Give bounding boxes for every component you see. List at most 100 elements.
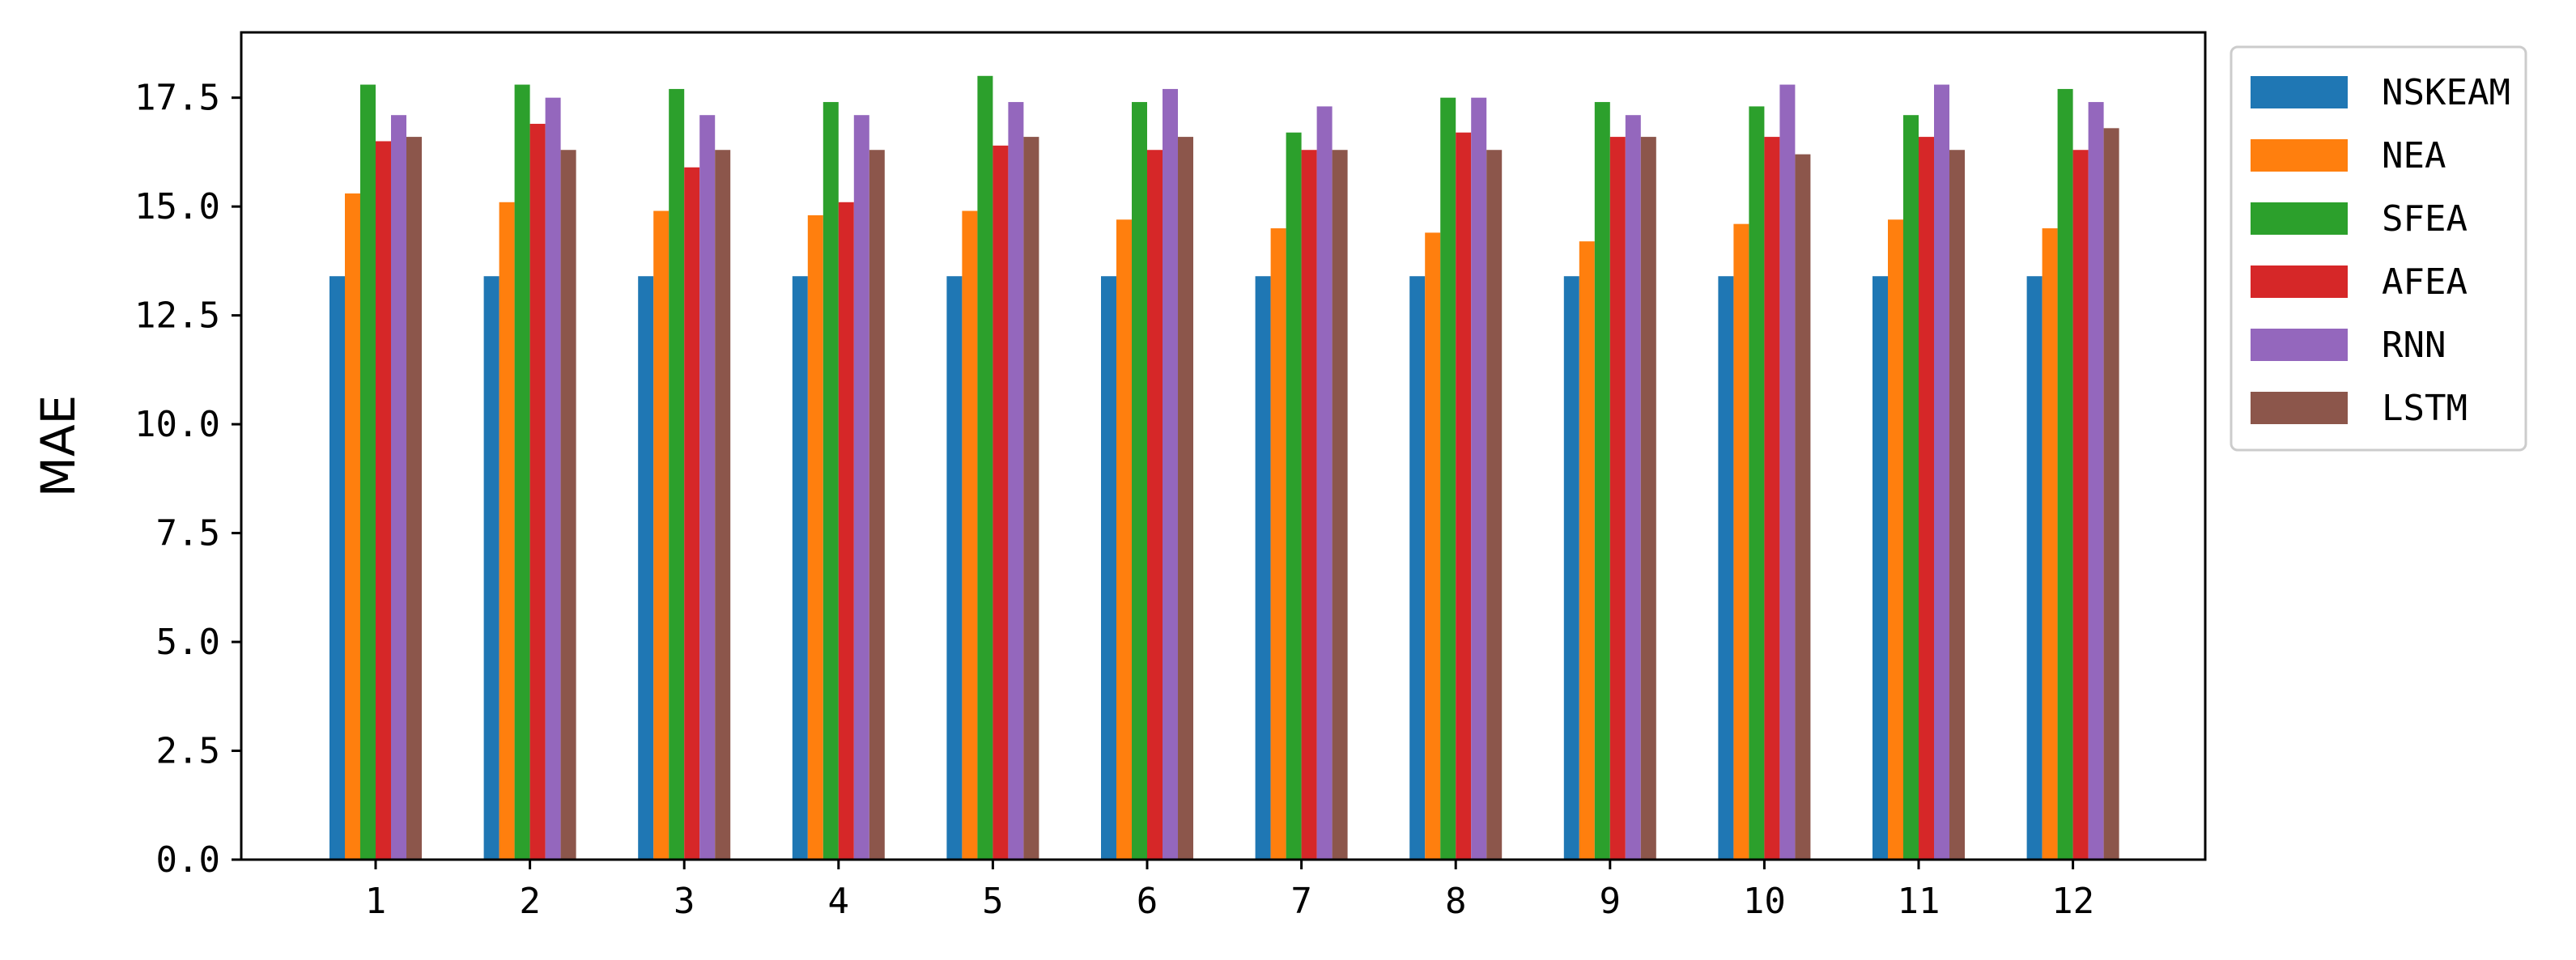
bar-nea-10: [1733, 223, 1749, 860]
y-tick-label: 7.5: [156, 513, 220, 554]
y-axis: 0.0 2.5 5.0 7.5 10.0 12.5 15.0 17.5: [134, 78, 241, 881]
x-tick-label: 6: [1137, 881, 1158, 922]
bar-nea-1: [345, 193, 360, 860]
bar-rnn-3: [699, 115, 716, 860]
x-tick-label: 11: [1898, 881, 1941, 922]
bar-sfea-1: [360, 84, 376, 860]
legend-label-lstm: LSTM: [2382, 388, 2468, 429]
bar-afea-4: [838, 202, 854, 860]
y-tick-label: 2.5: [156, 731, 220, 772]
bar-lstm-4: [869, 150, 885, 860]
legend-swatch-sfea: [2251, 202, 2348, 235]
bar-nskeam-8: [1409, 276, 1426, 860]
x-tick-label: 12: [2051, 881, 2094, 922]
bar-nea-12: [2042, 228, 2058, 860]
y-axis-label: MAE: [31, 395, 86, 497]
plot-frame: [240, 31, 2207, 861]
y-tick-label: 12.5: [134, 295, 220, 337]
bar-rnn-10: [1779, 84, 1796, 860]
bar-rnn-9: [1625, 115, 1641, 860]
bar-rnn-12: [2088, 102, 2104, 860]
legend-swatch-nea: [2251, 139, 2348, 172]
bar-nea-8: [1425, 232, 1441, 860]
bar-sfea-4: [823, 102, 839, 860]
bar-nskeam-11: [1872, 276, 1888, 860]
legend-label-nskeam: NSKEAM: [2382, 72, 2510, 113]
bar-nskeam-7: [1255, 276, 1271, 860]
bar-afea-9: [1609, 137, 1626, 860]
bar-nea-3: [653, 210, 670, 860]
bar-sfea-10: [1749, 106, 1765, 860]
bar-lstm-12: [2103, 128, 2119, 860]
x-tick-label: 1: [365, 881, 387, 922]
bar-rnn-11: [1934, 84, 1949, 860]
bar-sfea-6: [1132, 102, 1147, 860]
bar-nskeam-3: [638, 276, 654, 860]
x-tick-label: 10: [1743, 881, 1786, 922]
legend-swatch-nskeam: [2251, 76, 2348, 108]
bar-afea-5: [993, 145, 1009, 860]
bar-afea-8: [1456, 132, 1472, 860]
x-tick-label: 2: [519, 881, 541, 922]
bar-sfea-12: [2057, 88, 2073, 860]
legend-swatch-rnn: [2251, 329, 2348, 361]
bar-lstm-8: [1486, 150, 1503, 860]
bar-lstm-11: [1949, 150, 1965, 860]
bar-rnn-5: [1008, 102, 1024, 860]
legend-swatch-lstm: [2251, 392, 2348, 424]
bar-lstm-2: [560, 150, 576, 860]
bar-lstm-3: [715, 150, 731, 860]
x-tick-label: 4: [828, 881, 850, 922]
bar-rnn-8: [1471, 97, 1487, 860]
bars-layer: [329, 75, 2119, 860]
bar-rnn-6: [1163, 88, 1178, 860]
bar-afea-11: [1919, 137, 1934, 860]
bar-nea-2: [499, 202, 515, 860]
bar-sfea-7: [1286, 132, 1302, 860]
bar-sfea-8: [1440, 97, 1456, 860]
bar-nea-7: [1270, 228, 1286, 860]
bar-nskeam-12: [2026, 276, 2043, 860]
bar-afea-1: [376, 141, 391, 860]
bar-lstm-5: [1023, 137, 1039, 860]
bar-nea-5: [962, 210, 978, 860]
bar-sfea-3: [669, 88, 685, 860]
x-axis: 1 2 3 4 5 6 7 8 9 10 11 12: [365, 860, 2094, 922]
bar-nea-6: [1116, 219, 1132, 860]
bar-nskeam-5: [946, 276, 963, 860]
bar-nskeam-6: [1101, 276, 1116, 860]
legend-label-rnn: RNN: [2382, 325, 2446, 366]
bar-sfea-2: [514, 84, 530, 860]
x-tick-label: 5: [982, 881, 1004, 922]
bar-afea-6: [1147, 150, 1163, 860]
legend-label-afea: AFEA: [2382, 261, 2468, 303]
bar-sfea-11: [1903, 115, 1919, 860]
bar-lstm-9: [1640, 137, 1656, 860]
legend-swatch-afea: [2251, 265, 2348, 298]
legend: NSKEAM NEA SFEA AFEA RNN LSTM: [2230, 45, 2527, 452]
bar-nea-11: [1888, 219, 1903, 860]
bar-lstm-6: [1178, 137, 1193, 860]
legend-label-sfea: SFEA: [2382, 198, 2468, 240]
bar-nskeam-4: [792, 276, 808, 860]
y-tick-label: 15.0: [134, 186, 220, 227]
bar-nskeam-10: [1718, 276, 1734, 860]
bar-nskeam-9: [1563, 276, 1579, 860]
bar-lstm-1: [406, 137, 422, 860]
bar-sfea-9: [1594, 102, 1610, 860]
x-tick-label: 7: [1290, 881, 1312, 922]
bar-lstm-7: [1332, 150, 1348, 860]
y-tick-label: 10.0: [134, 404, 220, 445]
y-tick-label: 17.5: [134, 78, 220, 119]
bar-nskeam-2: [483, 276, 499, 860]
legend-label-nea: NEA: [2382, 135, 2446, 176]
bar-rnn-4: [853, 115, 869, 860]
bar-sfea-5: [977, 75, 993, 860]
bar-afea-2: [529, 123, 546, 860]
x-tick-label: 9: [1600, 881, 1622, 922]
y-tick-label: 0.0: [156, 839, 220, 881]
bar-nea-9: [1579, 241, 1595, 860]
bar-rnn-2: [545, 97, 561, 860]
